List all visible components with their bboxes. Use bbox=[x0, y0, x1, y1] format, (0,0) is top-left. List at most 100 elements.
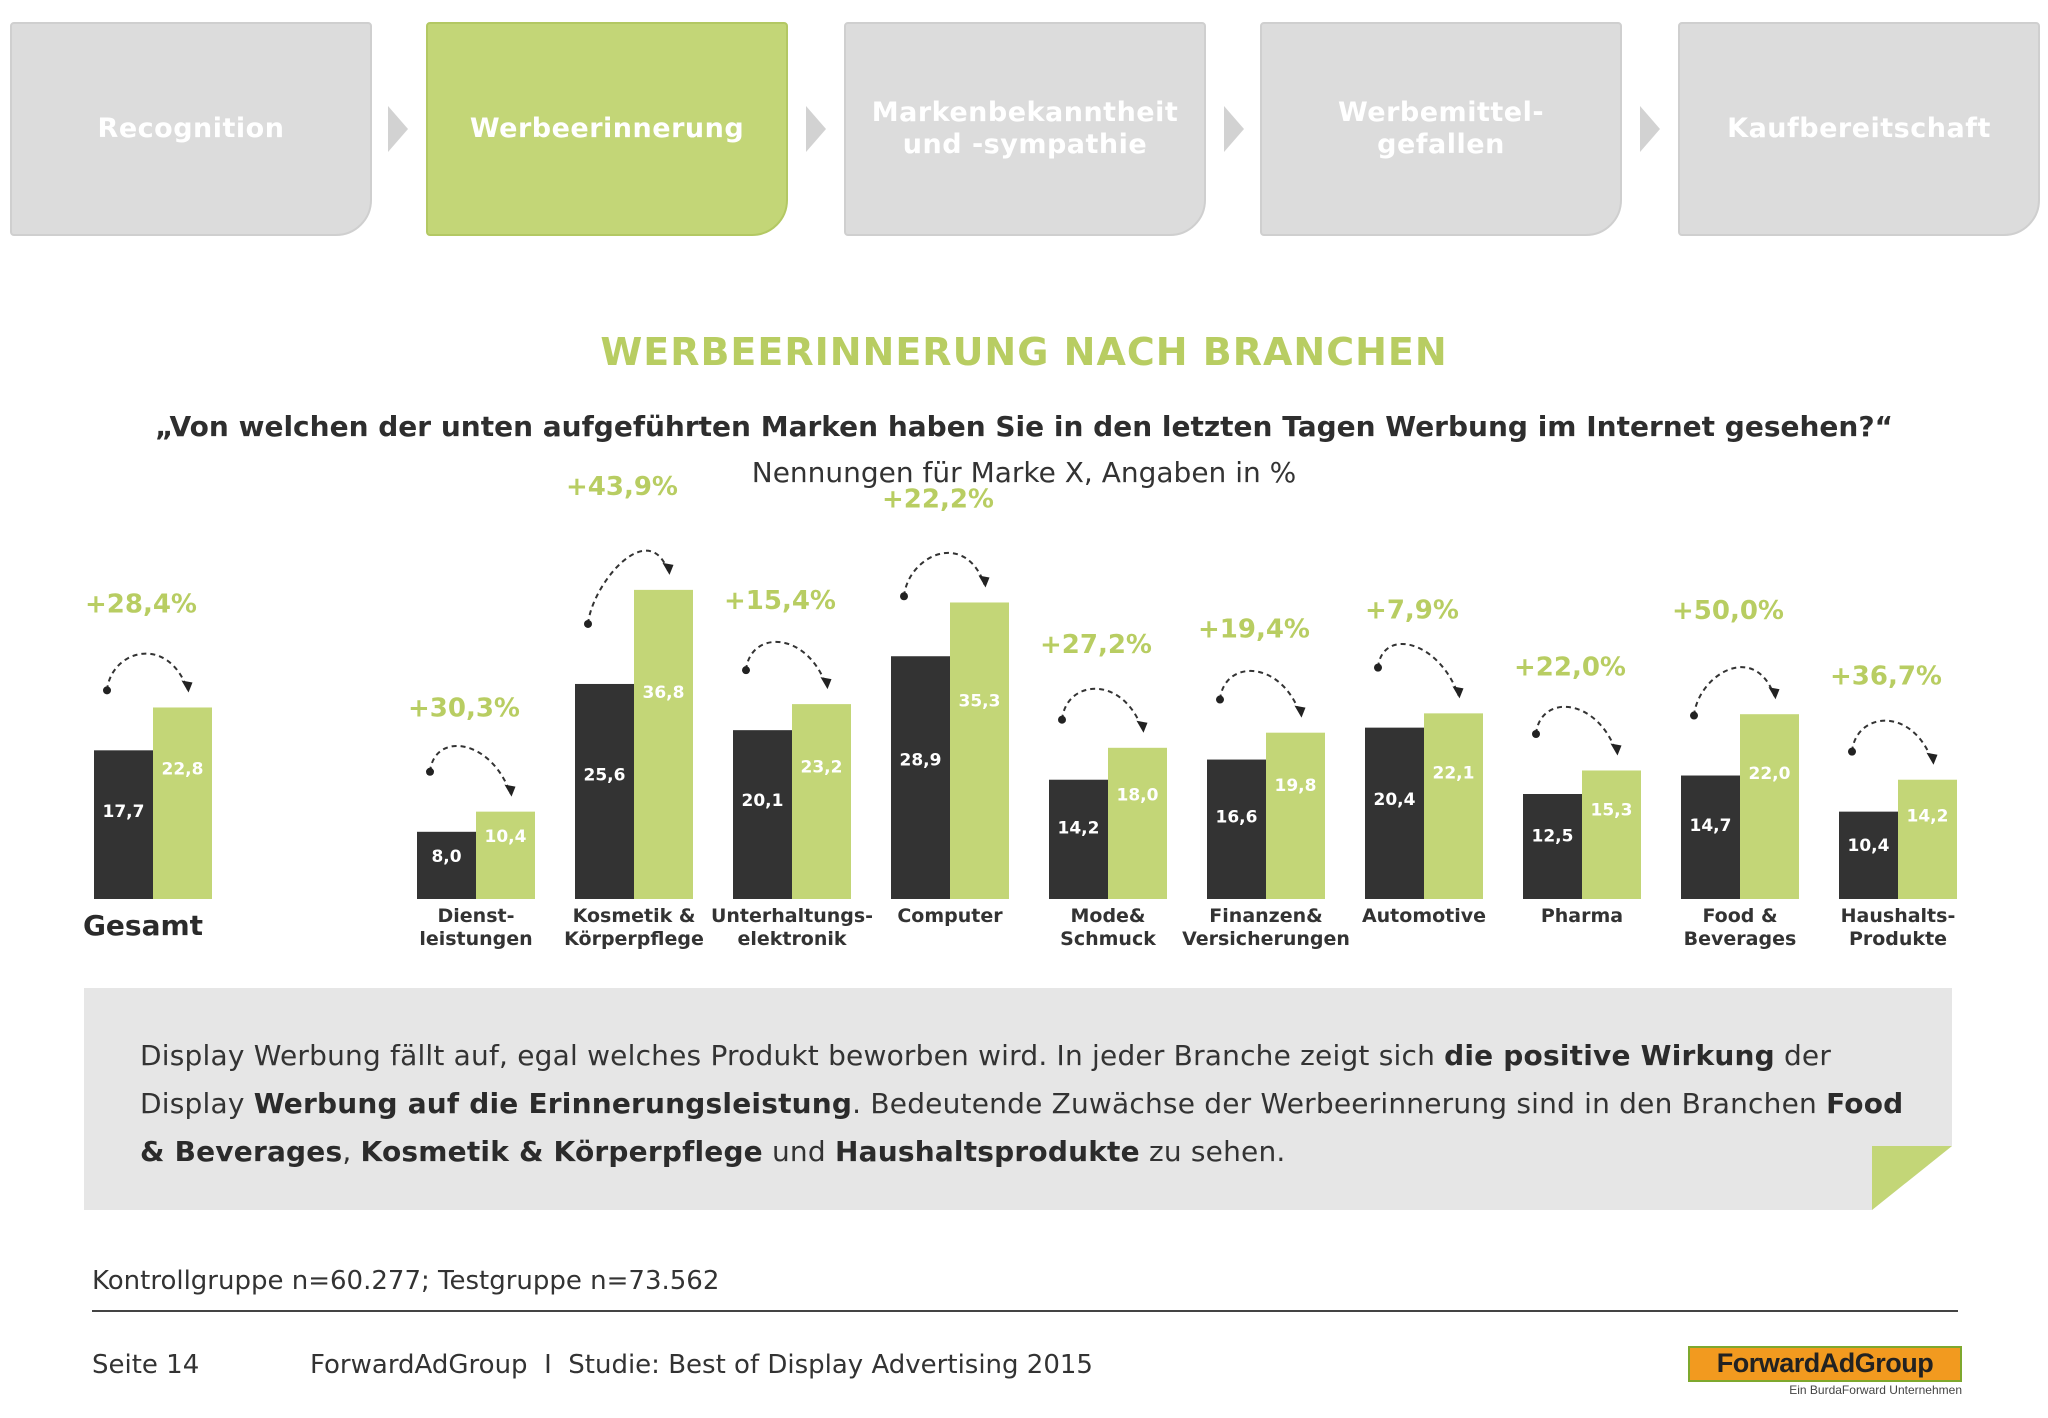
chart-subtitle: Nennungen für Marke X, Angaben in % bbox=[751, 456, 1297, 489]
step-label: Markenbekanntheit und -sympathie bbox=[871, 97, 1179, 160]
callout-text: Display Werbung fällt auf, egal welches … bbox=[140, 1032, 1910, 1176]
uplift-label: +22,2% bbox=[882, 484, 994, 514]
category-label: leistungen bbox=[419, 928, 532, 950]
bar-kontrollgruppe bbox=[891, 656, 950, 899]
step-label: Werbeerinnerung bbox=[469, 113, 745, 144]
category-label: Produkte bbox=[1849, 928, 1947, 950]
study-credit: ForwardAdGroup I Studie: Best of Display… bbox=[310, 1350, 1093, 1380]
callout-emphasis: Kosmetik & Körperpflege bbox=[360, 1135, 763, 1168]
uplift-arc-start-dot bbox=[1848, 747, 1856, 756]
arrow-head-icon bbox=[1294, 705, 1306, 718]
category-label: Gesamt bbox=[83, 909, 203, 942]
bar-testgruppe bbox=[153, 707, 212, 899]
bar-testgruppe bbox=[1266, 732, 1325, 899]
arrow-head-icon bbox=[181, 680, 193, 693]
value-label-kontrollgruppe: 8,0 bbox=[431, 847, 461, 867]
arrow-head-icon bbox=[1610, 743, 1622, 756]
chevron-right-icon bbox=[1630, 106, 1660, 152]
bar-testgruppe bbox=[792, 704, 851, 899]
uplift-arc bbox=[1377, 643, 1460, 696]
callout-run: Display Werbung fällt auf, egal welches … bbox=[140, 1039, 1445, 1072]
uplift-arc-start-dot bbox=[900, 592, 908, 601]
value-label-kontrollgruppe: 17,7 bbox=[103, 802, 145, 822]
step-recognition[interactable]: Recognition bbox=[10, 22, 372, 236]
category-label: Computer bbox=[897, 905, 1003, 927]
bar-testgruppe bbox=[950, 602, 1009, 899]
value-label-kontrollgruppe: 28,9 bbox=[900, 750, 942, 770]
category-label: Kosmetik & bbox=[573, 905, 696, 927]
callout-emphasis: Haushaltsprodukte bbox=[834, 1135, 1140, 1168]
arrow-head-icon bbox=[820, 677, 832, 690]
uplift-arc bbox=[106, 652, 189, 691]
chevron-right-icon bbox=[796, 106, 826, 152]
arrow-head-icon bbox=[1452, 686, 1464, 699]
step-werbemittel-gefallen[interactable]: Werbemittel- gefallen bbox=[1260, 22, 1622, 236]
category-label: Versicherungen bbox=[1182, 928, 1350, 950]
bar-kontrollgruppe bbox=[94, 750, 153, 899]
uplift-arc bbox=[1535, 705, 1618, 753]
uplift-label: +36,7% bbox=[1830, 662, 1942, 692]
chevron-right-icon bbox=[378, 106, 408, 152]
bar-testgruppe bbox=[476, 811, 535, 899]
callout-emphasis: Food & Beverages bbox=[140, 1087, 1904, 1168]
uplift-arc-start-dot bbox=[1058, 715, 1066, 724]
chevron-right-icon bbox=[1214, 106, 1244, 152]
uplift-arc-start-dot bbox=[1690, 711, 1698, 720]
callout-box: Display Werbung fällt auf, egal welches … bbox=[84, 988, 1952, 1210]
callout-emphasis: Werbung auf die Erinnerungsleistung bbox=[253, 1087, 853, 1120]
value-label-testgruppe: 35,3 bbox=[959, 691, 1001, 711]
uplift-arc-start-dot bbox=[426, 767, 434, 776]
value-label-kontrollgruppe: 12,5 bbox=[1532, 826, 1574, 846]
footer-divider bbox=[92, 1310, 1958, 1312]
uplift-arc-start-dot bbox=[742, 666, 750, 675]
value-label-kontrollgruppe: 20,1 bbox=[742, 791, 784, 811]
uplift-arc bbox=[1061, 687, 1144, 731]
value-label-testgruppe: 19,8 bbox=[1275, 776, 1317, 796]
bar-kontrollgruppe bbox=[1049, 779, 1108, 899]
value-label-kontrollgruppe: 10,4 bbox=[1848, 836, 1890, 856]
uplift-label: +22,0% bbox=[1514, 652, 1626, 682]
callout-run: . Bedeutende Zuwächse der Werbeerinnerun… bbox=[852, 1087, 1827, 1120]
process-steps: Recognition Werbeerinnerung Markenbekann… bbox=[0, 0, 2048, 250]
uplift-arc bbox=[903, 551, 986, 597]
category-label: elektronik bbox=[737, 928, 846, 950]
category-label: Unterhaltungs- bbox=[711, 905, 873, 927]
bar-chart: 17,7 22,8 +28,4% Gesamt 8,0 10,4 +30,3% Dienst-… bbox=[83, 472, 1957, 950]
step-markenbekanntheit[interactable]: Markenbekanntheit und -sympathie bbox=[844, 22, 1206, 236]
bar-kontrollgruppe bbox=[1523, 794, 1582, 899]
value-label-testgruppe: 22,8 bbox=[162, 760, 204, 780]
arrow-head-icon bbox=[978, 575, 990, 588]
category-label: Dienst- bbox=[438, 905, 515, 927]
uplift-label: +7,9% bbox=[1365, 595, 1459, 625]
uplift-arc-start-dot bbox=[103, 686, 111, 695]
category-label: Körperpflege bbox=[564, 928, 704, 950]
bar-testgruppe bbox=[1740, 714, 1799, 899]
callout-run: , bbox=[342, 1135, 361, 1168]
uplift-label: +43,9% bbox=[566, 472, 678, 502]
bar-kontrollgruppe bbox=[733, 730, 792, 899]
bar-kontrollgruppe bbox=[1207, 759, 1266, 899]
callout-run: zu sehen. bbox=[1139, 1135, 1286, 1168]
step-kaufbereitschaft[interactable]: Kaufbereitschaft bbox=[1678, 22, 2040, 236]
arrow-head-icon bbox=[1136, 720, 1148, 733]
uplift-arc bbox=[1693, 666, 1776, 716]
bar-kontrollgruppe bbox=[1681, 775, 1740, 899]
bar-testgruppe bbox=[1898, 779, 1957, 899]
category-label: Automotive bbox=[1362, 905, 1486, 927]
value-label-testgruppe: 22,1 bbox=[1433, 763, 1475, 783]
value-label-testgruppe: 36,8 bbox=[643, 683, 685, 703]
uplift-arc-start-dot bbox=[584, 619, 592, 628]
bar-testgruppe bbox=[1108, 747, 1167, 899]
uplift-arc bbox=[745, 640, 828, 687]
company-logo: ForwardAdGroup bbox=[1688, 1346, 1962, 1382]
uplift-arc-start-dot bbox=[1216, 695, 1224, 704]
step-werbeerinnerung[interactable]: Werbeerinnerung bbox=[426, 22, 788, 236]
value-label-testgruppe: 10,4 bbox=[485, 827, 527, 847]
value-label-testgruppe: 22,0 bbox=[1749, 764, 1791, 784]
value-label-testgruppe: 14,2 bbox=[1907, 806, 1949, 826]
category-label: Schmuck bbox=[1060, 928, 1156, 950]
callout-run: der Display bbox=[140, 1039, 1832, 1120]
value-label-kontrollgruppe: 14,7 bbox=[1690, 816, 1732, 836]
value-label-kontrollgruppe: 16,6 bbox=[1216, 807, 1258, 827]
uplift-label: +27,2% bbox=[1040, 630, 1152, 660]
